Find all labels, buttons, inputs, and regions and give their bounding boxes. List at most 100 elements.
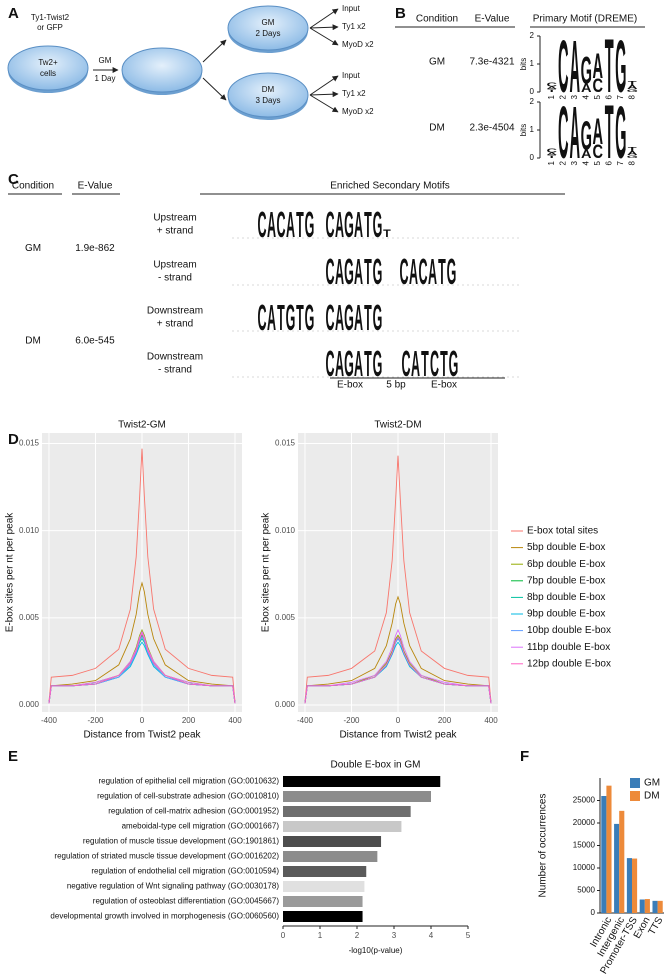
condition: DM (25, 336, 41, 347)
condition: DM (429, 123, 445, 134)
x-tick-label: 3 (392, 931, 397, 940)
motif-label: Upstream (153, 213, 196, 224)
table-header: Condition (12, 181, 54, 192)
logo-letter: A (335, 252, 344, 292)
logo-letter: G (581, 114, 592, 159)
logo-position: 4 (581, 160, 590, 165)
y-tick-label: 0.005 (275, 613, 296, 622)
y-axis-label: E-box sites per nt per peak (261, 512, 272, 633)
logo-letter: G (286, 298, 296, 338)
arrow (309, 8, 339, 29)
logo-tick-label: 1 (530, 59, 535, 68)
x-tick-label: 0 (396, 716, 401, 725)
logo-letter: T (440, 344, 448, 384)
x-tick-label: -200 (87, 716, 104, 725)
x-tick-label: 400 (484, 716, 498, 725)
logo-position: 5 (593, 94, 602, 99)
legend-label: E-box total sites (527, 526, 598, 537)
logo-position: 3 (570, 94, 579, 99)
logo-letter: A (581, 81, 592, 94)
series-line (304, 595, 492, 704)
logo-letter: G (627, 155, 638, 159)
logo-tick-label: 2 (530, 97, 535, 106)
logo-letter: C (418, 252, 427, 292)
series-line (48, 448, 236, 702)
logo-letter: G (449, 344, 459, 384)
logo-letter: T (628, 146, 637, 152)
bar (619, 810, 625, 913)
bar (283, 881, 365, 892)
logo-position: 7 (616, 94, 625, 99)
logo-letter: C (325, 252, 334, 292)
facet-title: Twist2-GM (118, 420, 166, 431)
logo-letter: G (344, 205, 354, 245)
logo-position: 8 (627, 160, 636, 165)
sample-label: Input (342, 4, 361, 13)
bar (283, 821, 402, 832)
x-tick-label: 200 (438, 716, 452, 725)
logo-letter: C (546, 82, 557, 88)
y-axis-label: Number of occurrences (538, 794, 549, 898)
bar (657, 900, 663, 913)
legend-swatch (630, 778, 640, 788)
panel-label: B (395, 5, 406, 22)
logo-letter: A (627, 150, 638, 156)
x-axis-label: Distance from Twist2 peak (339, 730, 457, 741)
x-tick-label: 400 (228, 716, 242, 725)
logo-position: 4 (581, 94, 590, 99)
dish (121, 47, 203, 93)
cells-label: cells (40, 69, 56, 78)
logo-letter: A (354, 205, 363, 245)
logo-position: 1 (547, 160, 556, 165)
logo-letter: T (364, 205, 372, 245)
bar (626, 858, 632, 913)
logo-letter: A (592, 47, 603, 86)
logo-tick-label: 1 (530, 125, 535, 134)
bar (632, 858, 638, 913)
chart-title: Double E-box in GM (330, 760, 420, 771)
arrow (309, 24, 339, 31)
category-label: regulation of striated muscle tissue dev… (54, 852, 279, 861)
logo-letter: C (325, 344, 334, 384)
category-label: regulation of cell-substrate adhesion (G… (97, 792, 279, 801)
logo-letter: A (592, 111, 603, 152)
logo-letter: A (569, 93, 580, 175)
step-label: GM (99, 56, 112, 65)
e-value: 1.9e-862 (75, 243, 115, 254)
x-axis-label: Distance from Twist2 peak (83, 730, 201, 741)
y-tick-label: 0.000 (275, 700, 296, 709)
logo-letter: C (399, 252, 408, 292)
legend-label: GM (644, 778, 660, 789)
logo-letter: A (627, 84, 638, 90)
bar (283, 896, 363, 907)
logo-position: 2 (558, 160, 567, 165)
condition: GM (429, 57, 445, 68)
bar (283, 806, 411, 817)
arrow (309, 27, 339, 46)
logo-letter: A (354, 252, 363, 292)
category-label: regulation of muscle tissue development … (83, 837, 279, 846)
x-tick-label: 4 (429, 931, 434, 940)
logo-position: 5 (593, 160, 602, 165)
series-line (48, 581, 236, 704)
logo-letter: T (547, 89, 557, 93)
logo-letter: C (276, 205, 285, 245)
logo-letter: C (558, 93, 569, 175)
motif-label: - strand (158, 273, 192, 284)
x-axis-label: -log10(p-value) (349, 946, 403, 955)
series-line (304, 636, 492, 704)
y-tick-label: 20000 (573, 818, 596, 827)
e-value: 6.0e-545 (75, 336, 115, 347)
series-line (304, 628, 492, 704)
x-tick-label: 5 (466, 931, 471, 940)
logo-letter: A (335, 344, 344, 384)
series-line (48, 632, 236, 704)
logo-tick-label: 0 (530, 87, 535, 96)
e-value: 7.3e-4321 (469, 57, 514, 68)
legend-label: 9bp double E-box (527, 609, 605, 620)
y-axis-label: E-box sites per nt per peak (5, 512, 16, 633)
logo-letter: T (277, 298, 285, 338)
table-header: E-Value (475, 14, 510, 25)
x-tick-label: -400 (297, 716, 314, 725)
